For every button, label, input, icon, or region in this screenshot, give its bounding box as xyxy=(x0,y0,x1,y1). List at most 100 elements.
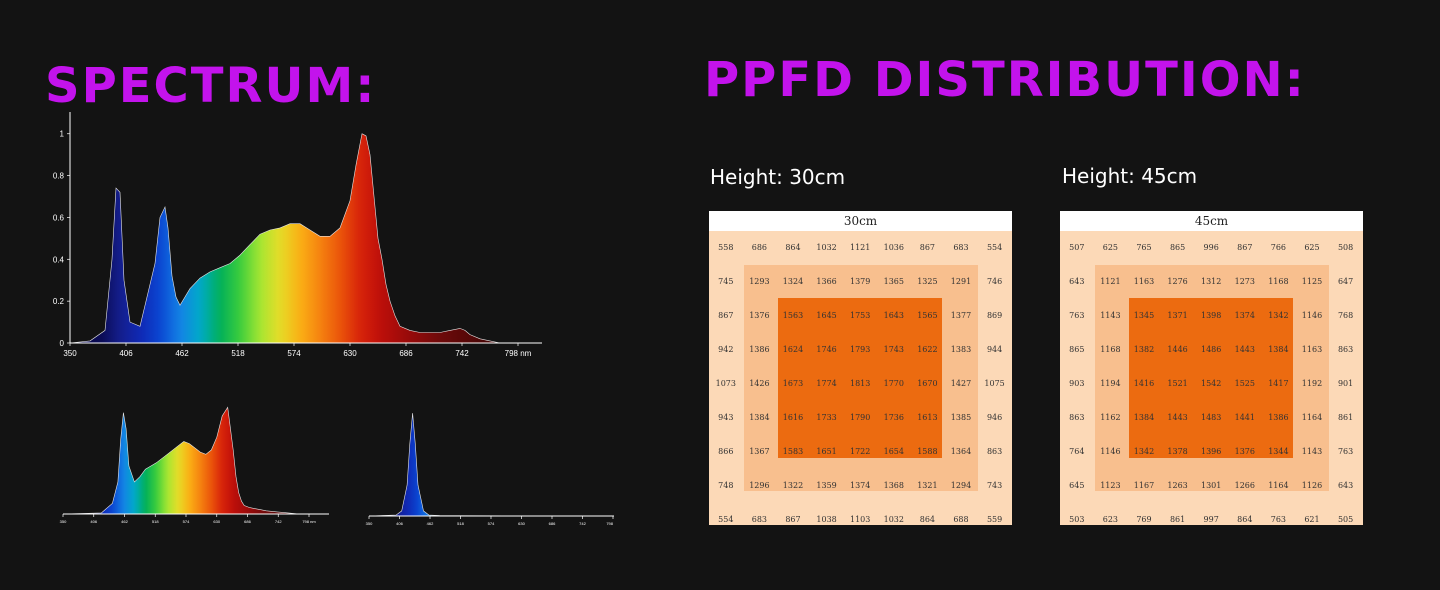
grid-cell: 559 xyxy=(986,515,1003,524)
grid-cell: 943 xyxy=(718,413,734,422)
x-tick-label: 574 xyxy=(287,349,301,358)
y-tick-label: 0.8 xyxy=(53,172,65,181)
grid-cell: 1384 xyxy=(749,413,770,422)
grid-cell: 1651 xyxy=(816,447,837,456)
grid-cell: 1121 xyxy=(850,243,871,252)
x-tick-label: 686 xyxy=(549,521,556,526)
grid-cell: 1324 xyxy=(782,277,804,286)
grid-cell: 1322 xyxy=(782,481,804,490)
grid-cell: 748 xyxy=(718,481,734,490)
grid-cell: 864 xyxy=(919,515,936,524)
grid-cell: 1542 xyxy=(1201,379,1222,388)
grid-cell: 1146 xyxy=(1100,447,1121,456)
grid-cell: 1321 xyxy=(917,481,938,490)
grid-cell: 1371 xyxy=(1167,311,1188,320)
grid-cell: 1163 xyxy=(1133,277,1155,286)
y-tick-label: 0.6 xyxy=(53,213,65,222)
grid-cell: 1168 xyxy=(1268,277,1289,286)
grid-cell: 683 xyxy=(953,243,969,252)
grid-cell: 1427 xyxy=(950,379,972,388)
grid-cell: 1276 xyxy=(1167,277,1188,286)
grid-cell: 763 xyxy=(1337,447,1354,456)
grid-cell: 1426 xyxy=(749,379,770,388)
x-tick-label: 798 nm xyxy=(505,349,532,358)
grid-cell: 1746 xyxy=(816,345,837,354)
grid-cell: 1168 xyxy=(1100,345,1121,354)
x-tick-label: 742 xyxy=(579,521,586,526)
grid-cell: 1793 xyxy=(850,345,871,354)
y-tick-label: 0 xyxy=(60,339,65,348)
grid-cell: 866 xyxy=(718,447,734,456)
x-tick-label: 406 xyxy=(396,521,403,526)
grid-cell: 1733 xyxy=(816,413,837,422)
grid-cell: 1743 xyxy=(883,345,904,354)
grid-row: 1073 1426 1673 1774 1813 1770 1670 1427 1075 xyxy=(709,367,1012,401)
grid-row: 942 1386 1624 1746 1793 1743 1622 1383 944 xyxy=(709,333,1012,367)
grid-row: 554 683 867 1038 1103 1032 864 688 559 xyxy=(709,503,1012,525)
x-tick-label: 798 nm xyxy=(302,519,316,524)
grid-cell: 503 xyxy=(1069,515,1085,524)
grid-cell: 1103 xyxy=(850,515,871,524)
grid-cell: 869 xyxy=(986,311,1003,320)
grid-cell: 1294 xyxy=(950,481,972,490)
grid-cell: 1032 xyxy=(883,515,904,524)
x-tick-label: 406 xyxy=(119,349,133,358)
grid-row: 645 1123 1167 1263 1301 1266 1164 1126 643 xyxy=(1060,469,1363,503)
grid-row: 943 1384 1616 1733 1790 1736 1613 1385 946 xyxy=(709,401,1012,435)
grid-cell: 621 xyxy=(1304,515,1320,524)
x-tick-label: 406 xyxy=(90,519,97,524)
grid-cell: 867 xyxy=(919,243,936,252)
grid-header: 30cm xyxy=(709,211,1012,231)
grid-cell: 901 xyxy=(1337,379,1354,388)
grid-cell: 1382 xyxy=(1133,345,1155,354)
grid-cell: 1376 xyxy=(749,311,770,320)
grid-cell: 1616 xyxy=(782,413,804,422)
grid-cell: 1368 xyxy=(883,481,904,490)
grid-row: 558 686 864 1032 1121 1036 867 683 554 xyxy=(709,231,1012,265)
grid-cell: 769 xyxy=(1136,515,1152,524)
grid-cell: 1032 xyxy=(816,243,837,252)
spectrum-title: SPECTRUM: xyxy=(45,58,377,114)
height-label-45cm: Height: 45cm xyxy=(1062,164,1198,188)
x-tick-label: 630 xyxy=(343,349,357,358)
grid-cell: 867 xyxy=(1237,243,1253,252)
grid-cell: 1443 xyxy=(1167,413,1188,422)
height-label-30cm: Height: 30cm xyxy=(710,165,846,189)
grid-cell: 765 xyxy=(1136,243,1152,252)
zone-inner xyxy=(778,298,942,458)
spectrum-area xyxy=(69,133,501,344)
ppfd-grid-45cm: 45cm 507 625 765 865 996 867 766 625 508 643 1121 1… xyxy=(1060,211,1363,525)
grid-cell: 746 xyxy=(986,277,1003,286)
grid-cell: 1736 xyxy=(883,413,904,422)
grid-cell: 861 xyxy=(1337,413,1354,422)
x-tick-label: 350 xyxy=(60,519,67,524)
grid-cell: 1386 xyxy=(749,345,770,354)
grid-cell: 1123 xyxy=(1100,481,1121,490)
grid-cell: 1194 xyxy=(1100,379,1121,388)
grid-cell: 1143 xyxy=(1301,447,1323,456)
grid-cell: 1722 xyxy=(850,447,871,456)
grid-row: 866 1367 1583 1651 1722 1654 1588 1364 863 xyxy=(709,435,1012,469)
grid-cell: 647 xyxy=(1337,277,1354,286)
grid-cell: 1374 xyxy=(1234,311,1255,320)
grid-cell: 1377 xyxy=(950,311,972,320)
grid-cell: 1376 xyxy=(1234,447,1255,456)
grid-cell: 1378 xyxy=(1167,447,1188,456)
grid-cell: 1325 xyxy=(917,277,938,286)
x-tick-label: 462 xyxy=(121,519,128,524)
grid-cell: 1588 xyxy=(917,447,938,456)
grid-cell: 1384 xyxy=(1268,345,1289,354)
grid-cell: 1483 xyxy=(1201,413,1222,422)
grid-cell: 1365 xyxy=(883,277,904,286)
grid-cell: 1446 xyxy=(1167,345,1188,354)
grid-row: 748 1296 1322 1359 1374 1368 1321 1294 743 xyxy=(709,469,1012,503)
grid-cell: 867 xyxy=(785,515,801,524)
grid-cell: 1417 xyxy=(1268,379,1289,388)
grid-cell: 863 xyxy=(1337,345,1354,354)
grid-cell: 1073 xyxy=(715,379,736,388)
x-tick-label: 686 xyxy=(399,349,413,358)
grid-cell: 1342 xyxy=(1268,311,1289,320)
grid-cell: 1654 xyxy=(883,447,904,456)
spectrum-chart-secondary: 350 406 462 518 574 630 686 742 798 nm xyxy=(60,406,329,524)
grid-cell: 1673 xyxy=(782,379,804,388)
